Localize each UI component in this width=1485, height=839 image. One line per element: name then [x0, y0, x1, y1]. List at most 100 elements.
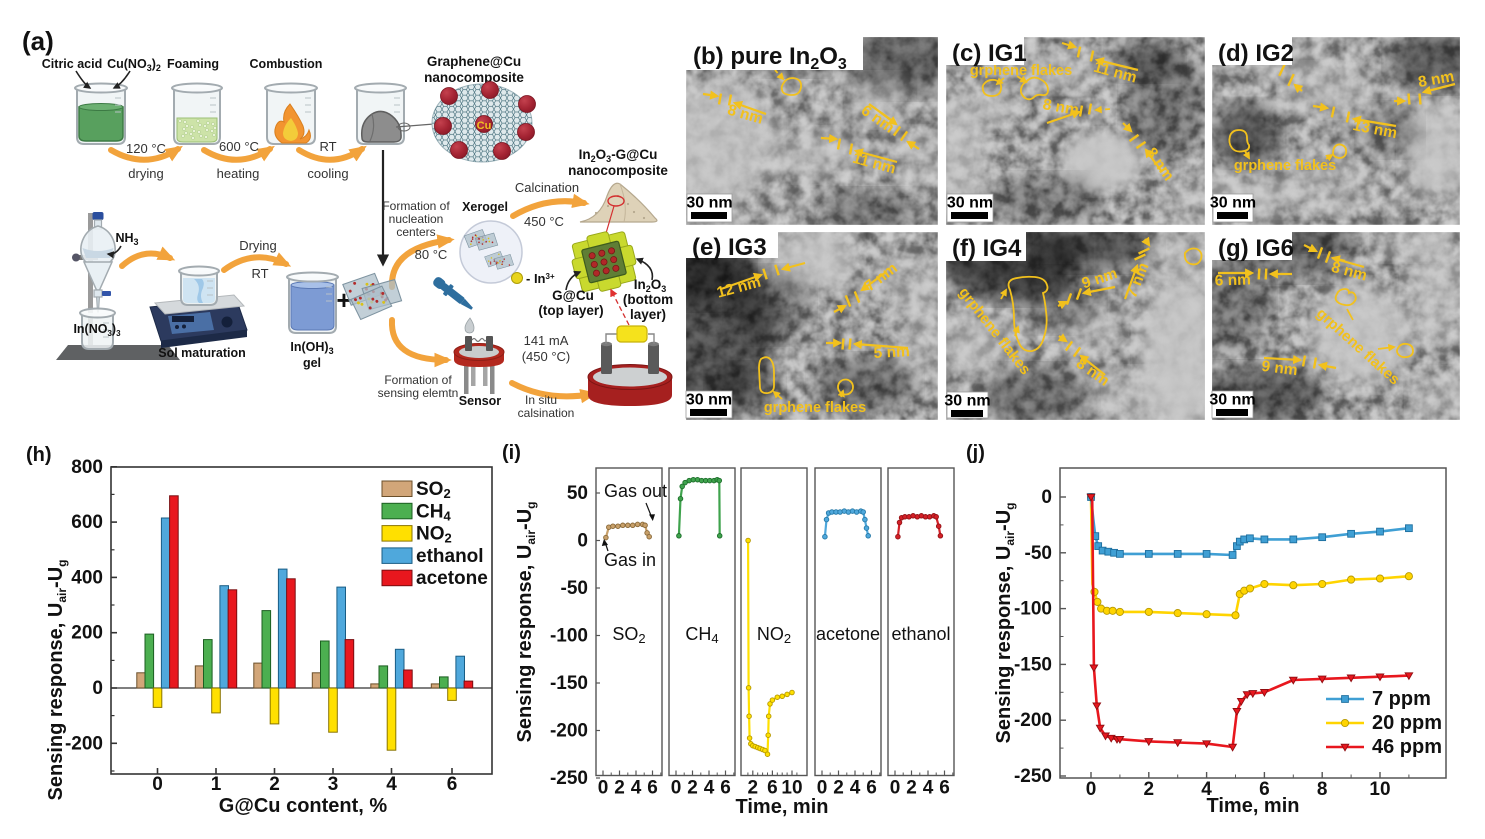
svg-text:Time, min: Time, min — [1207, 795, 1300, 817]
svg-text:5 nm: 5 nm — [873, 343, 910, 362]
svg-text:(d) IG2: (d) IG2 — [1218, 40, 1294, 67]
svg-text:Formation of: Formation of — [382, 199, 450, 213]
svg-text:nucleation: nucleation — [389, 212, 444, 226]
svg-text:Gas out: Gas out — [604, 481, 667, 501]
svg-text:800: 800 — [71, 457, 103, 478]
svg-text:Xerogel: Xerogel — [462, 200, 508, 214]
svg-text:0: 0 — [92, 678, 103, 699]
svg-text:In situ: In situ — [525, 393, 557, 407]
svg-text:NO2: NO2 — [757, 624, 791, 646]
svg-text:Sensor: Sensor — [459, 394, 502, 408]
svg-text:0: 0 — [817, 778, 828, 799]
svg-text:46 ppm: 46 ppm — [1372, 736, 1442, 758]
svg-text:-200: -200 — [65, 733, 103, 754]
svg-text:-100: -100 — [1014, 599, 1052, 620]
svg-text:In2O3-G@Cu: In2O3-G@Cu — [579, 147, 658, 164]
svg-text:CH4: CH4 — [416, 501, 451, 523]
svg-text:30 nm: 30 nm — [947, 195, 993, 212]
svg-text:6: 6 — [1259, 779, 1270, 800]
svg-text:4: 4 — [923, 778, 934, 799]
svg-text:Drying: Drying — [239, 238, 277, 253]
svg-text:-250: -250 — [1014, 766, 1052, 787]
svg-text:-200: -200 — [1014, 710, 1052, 731]
svg-text:0: 0 — [671, 778, 682, 799]
svg-text:8 nm: 8 nm — [1041, 96, 1080, 119]
svg-text:0: 0 — [1086, 779, 1097, 800]
svg-text:G@Cu content, %: G@Cu content, % — [219, 795, 388, 817]
svg-text:30 nm: 30 nm — [686, 392, 732, 409]
svg-text:4: 4 — [1201, 779, 1212, 800]
svg-text:600 °C: 600 °C — [219, 139, 259, 154]
svg-text:SO2: SO2 — [416, 479, 451, 501]
svg-text:6: 6 — [939, 778, 950, 799]
svg-text:6: 6 — [720, 778, 731, 799]
svg-text:(b) pure In2O3: (b) pure In2O3 — [693, 43, 847, 73]
svg-text:-150: -150 — [1014, 654, 1052, 675]
svg-text:grphene flakes: grphene flakes — [1234, 158, 1336, 174]
svg-text:Time, min: Time, min — [736, 796, 829, 818]
svg-text:grphene flakes: grphene flakes — [764, 400, 866, 416]
svg-text:(e) IG3: (e) IG3 — [692, 234, 767, 261]
svg-text:200: 200 — [71, 623, 103, 644]
svg-text:4: 4 — [850, 778, 861, 799]
svg-text:sensing elemtn: sensing elemtn — [378, 386, 459, 400]
svg-text:80 °C: 80 °C — [415, 247, 448, 262]
svg-text:-50: -50 — [1025, 543, 1052, 564]
svg-text:(j): (j) — [966, 442, 985, 464]
svg-text:30 nm: 30 nm — [1209, 392, 1255, 409]
svg-text:2: 2 — [906, 778, 917, 799]
svg-text:10: 10 — [1369, 779, 1390, 800]
svg-text:30 nm: 30 nm — [944, 393, 990, 410]
svg-text:600: 600 — [71, 512, 103, 533]
svg-text:4: 4 — [704, 778, 715, 799]
svg-text:Calcination: Calcination — [515, 180, 579, 195]
svg-text:heating: heating — [217, 166, 260, 181]
svg-text:2: 2 — [687, 778, 698, 799]
svg-text:Cu: Cu — [477, 120, 492, 132]
svg-text:Gas in: Gas in — [604, 550, 656, 570]
svg-text:(bottom: (bottom — [623, 292, 673, 307]
svg-text:G@Cu: G@Cu — [552, 288, 594, 303]
svg-text:0: 0 — [1041, 487, 1052, 508]
svg-text:In2O3: In2O3 — [634, 277, 667, 294]
svg-text:Combustion: Combustion — [250, 57, 323, 71]
svg-text:6: 6 — [447, 774, 458, 795]
svg-text:Cu(NO3)2: Cu(NO3)2 — [107, 57, 161, 73]
svg-text:30 nm: 30 nm — [1210, 195, 1256, 212]
svg-text:3: 3 — [328, 774, 339, 795]
svg-text:RT: RT — [251, 266, 268, 281]
svg-text:20 ppm: 20 ppm — [1372, 712, 1442, 734]
svg-text:RT: RT — [319, 139, 336, 154]
svg-text:0: 0 — [598, 778, 609, 799]
svg-text:Foaming: Foaming — [167, 57, 219, 71]
svg-text:grphene flakes: grphene flakes — [970, 63, 1072, 79]
svg-text:4: 4 — [631, 778, 642, 799]
svg-text:Citric acid: Citric acid — [42, 57, 102, 71]
svg-text:141 mA: 141 mA — [524, 333, 569, 348]
svg-text:30 nm: 30 nm — [686, 195, 732, 212]
svg-text:(g) IG6: (g) IG6 — [1218, 235, 1294, 262]
svg-text:50: 50 — [567, 483, 588, 504]
svg-text:ethanol: ethanol — [891, 624, 950, 644]
svg-text:CH4: CH4 — [685, 624, 718, 646]
svg-text:(450 °C): (450 °C) — [522, 349, 571, 364]
svg-text:(h): (h) — [26, 444, 52, 466]
svg-text:acetone: acetone — [816, 624, 880, 644]
svg-text:-250: -250 — [550, 768, 588, 789]
svg-text:In(OH)3: In(OH)3 — [290, 340, 333, 356]
svg-text:9 nm: 9 nm — [1261, 358, 1299, 379]
svg-text:-150: -150 — [550, 673, 588, 694]
svg-text:ethanol: ethanol — [416, 546, 484, 567]
svg-text:6: 6 — [866, 778, 877, 799]
svg-text:-200: -200 — [550, 721, 588, 742]
svg-text:(i): (i) — [502, 442, 521, 464]
svg-text:8: 8 — [1317, 779, 1328, 800]
svg-text:SO2: SO2 — [612, 624, 645, 646]
svg-text:2: 2 — [614, 778, 625, 799]
svg-text:Graphene@Cu: Graphene@Cu — [427, 54, 521, 69]
svg-text:drying: drying — [128, 166, 163, 181]
svg-text:Sol maturation: Sol maturation — [158, 346, 246, 360]
svg-text:6: 6 — [647, 778, 658, 799]
svg-text:2: 2 — [833, 778, 844, 799]
svg-text:calsination: calsination — [518, 406, 575, 420]
